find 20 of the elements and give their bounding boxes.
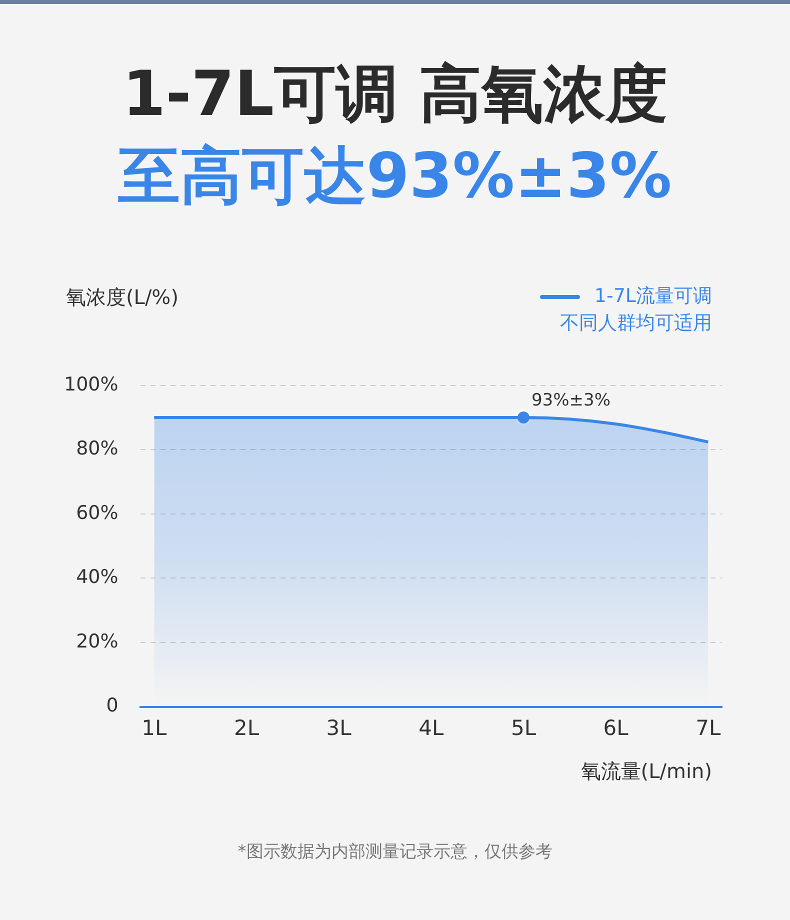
x-tick-label: 2L: [234, 716, 260, 740]
y-tick-label: 0: [106, 694, 118, 717]
chart-title: 1-7L可调 高氧浓度: [121, 56, 669, 132]
legend-label: 1-7L流量可调不同人群均可适用: [559, 284, 712, 336]
y-tick-label: 100%: [64, 373, 118, 396]
annotation: 93%±3%: [531, 390, 610, 410]
x-tick-label: 6L: [603, 716, 629, 740]
x-tick-label: 4L: [418, 716, 444, 740]
x-axis-title: 氧流量(L/min): [580, 758, 712, 785]
x-tick-label: 7L: [696, 716, 721, 740]
y-axis-title: 氧浓度(L/%): [66, 284, 178, 311]
x-tick-label: 3L: [326, 716, 352, 740]
y-tick-label: 40%: [76, 566, 118, 588]
x-tick-label: 1L: [142, 716, 167, 740]
y-tick-label: 60%: [76, 502, 118, 524]
chart-subtitle: 至高可达93%±3%: [117, 138, 673, 214]
y-tick-label: 20%: [76, 630, 118, 652]
text: *图示数据为内部测量记录示意，仅供参考: [236, 841, 554, 863]
x-tick-label: 5L: [510, 716, 536, 740]
y-tick-label: 80%: [76, 438, 118, 460]
